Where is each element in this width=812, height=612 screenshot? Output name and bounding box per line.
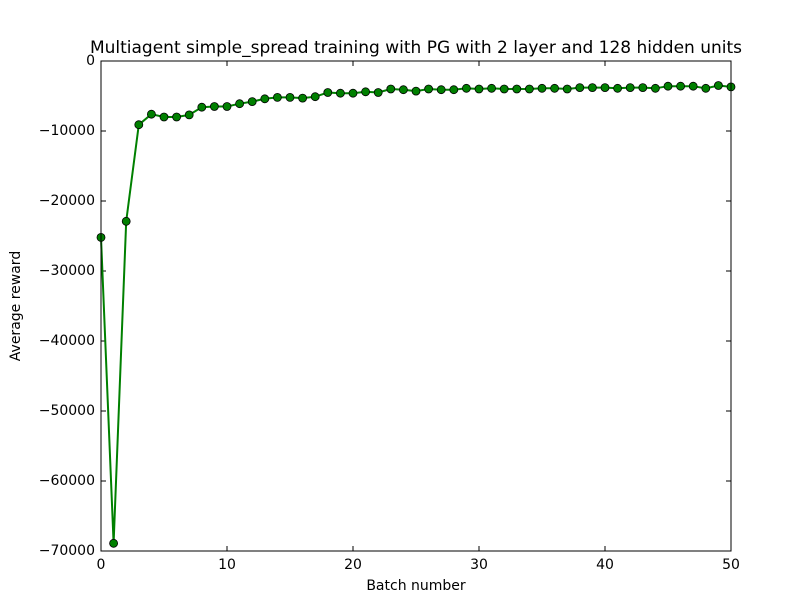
data-point <box>260 94 270 104</box>
data-point <box>398 85 408 95</box>
data-point <box>361 87 371 97</box>
chart-title: Multiagent simple_spread training with P… <box>90 38 742 58</box>
data-point <box>146 109 156 119</box>
data-point <box>184 110 194 120</box>
x-tick-label: 10 <box>218 557 236 573</box>
data-point <box>588 83 597 92</box>
data-point <box>461 83 471 93</box>
data-point <box>638 83 648 92</box>
data-point <box>562 84 572 94</box>
data-point <box>272 93 282 102</box>
data-point <box>625 83 635 92</box>
data-point <box>411 86 421 96</box>
data-point <box>449 85 459 95</box>
data-point <box>310 92 320 102</box>
data-point <box>663 81 673 91</box>
data-point <box>487 83 497 93</box>
x-tick-label: 40 <box>596 557 614 573</box>
x-tick-label: 20 <box>344 557 362 573</box>
data-point <box>159 112 169 122</box>
y-tick-label: −70000 <box>39 543 95 559</box>
data-point <box>714 81 723 90</box>
data-point <box>373 88 383 97</box>
data-point <box>348 88 358 98</box>
x-axis-label: Batch number <box>366 578 466 594</box>
data-point <box>676 81 685 91</box>
data-point <box>701 83 711 93</box>
data-point <box>197 102 207 112</box>
data-point <box>575 83 585 92</box>
y-tick-label: −60000 <box>39 473 95 489</box>
data-point <box>172 112 182 122</box>
y-tick-label: 0 <box>86 53 95 69</box>
y-tick-label: −10000 <box>39 123 95 139</box>
y-axis-label: Average reward <box>8 251 24 361</box>
data-point <box>235 99 245 109</box>
data-point <box>424 84 434 94</box>
y-tick-label: −40000 <box>39 333 95 349</box>
data-point <box>474 84 484 94</box>
data-point <box>134 120 144 130</box>
data-point <box>688 81 698 91</box>
data-point <box>335 88 345 98</box>
data-point <box>109 538 118 548</box>
data-point <box>247 97 257 106</box>
x-tick-label: 0 <box>97 557 106 573</box>
data-point <box>209 102 219 111</box>
data-point <box>222 102 232 111</box>
data-point <box>613 83 622 93</box>
data-point <box>512 84 522 94</box>
data-point <box>121 216 131 226</box>
data-point <box>285 93 295 102</box>
data-point <box>525 84 534 94</box>
x-tick-label: 30 <box>470 557 488 573</box>
y-tick-label: −30000 <box>39 263 95 279</box>
y-tick-label: −20000 <box>39 193 95 209</box>
data-point <box>537 83 547 93</box>
plot-area: −70000 −60000 −50000 −40000 −30000 −20000 −100… <box>39 53 740 573</box>
x-tick-label: 50 <box>722 557 740 573</box>
data-point <box>600 83 610 92</box>
y-tick-label: −50000 <box>39 403 95 419</box>
data-point <box>323 88 333 97</box>
data-point <box>651 83 660 93</box>
data-point <box>386 84 396 94</box>
data-point <box>550 83 559 93</box>
axes-frame <box>100 60 732 552</box>
data-point <box>298 93 308 103</box>
data-point <box>436 85 446 95</box>
data-point <box>499 84 509 94</box>
